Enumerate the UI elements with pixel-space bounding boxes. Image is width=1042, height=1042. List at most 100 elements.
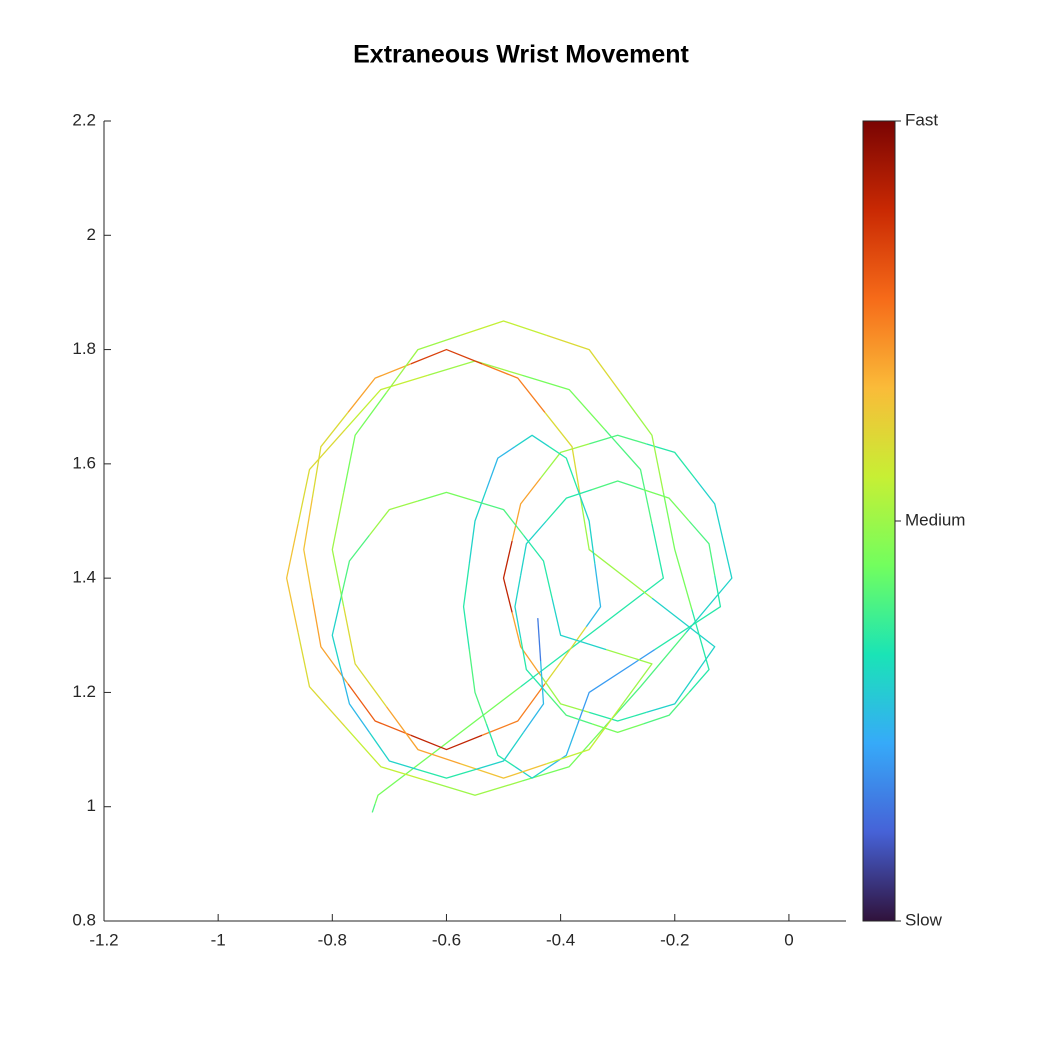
trajectory-segment (688, 609, 710, 693)
trajectory-segment (343, 392, 388, 493)
trajectory-segment (591, 723, 644, 734)
trajectory-segment (546, 334, 622, 393)
trajectory-segment (523, 534, 553, 599)
trajectory-segment (662, 492, 693, 610)
trajectory-segment (386, 334, 461, 393)
trajectory-segment (344, 374, 429, 431)
trajectory-segment (481, 363, 546, 413)
trajectory-segment (340, 669, 370, 733)
trajectory-segment (646, 443, 696, 479)
x-tick-label: -1.2 (89, 930, 118, 949)
trajectory-segment (417, 768, 476, 779)
trajectory-segment (514, 434, 550, 448)
trajectory-segment (545, 488, 593, 522)
trajectory-segment (344, 726, 429, 782)
y-tick-label: 1.2 (72, 682, 96, 701)
trajectory-segment (347, 363, 412, 413)
trajectory-segment (620, 392, 664, 493)
y-tick-label: 2 (87, 225, 96, 244)
trajectory-segment (410, 348, 483, 365)
trajectory-segment (654, 575, 722, 651)
trajectory-segment (688, 520, 716, 576)
trajectory-segment (579, 498, 653, 599)
trajectory-segment (577, 489, 596, 564)
trajectory-segment (588, 711, 647, 722)
y-tick-label: 2.2 (72, 110, 96, 129)
colorbar-label: Slow (905, 910, 943, 929)
trajectory-segment (514, 766, 550, 779)
trajectory-segment (340, 534, 370, 599)
trajectory-segment (502, 540, 513, 613)
trajectory-segment (511, 477, 542, 542)
trajectory-segment (540, 443, 590, 479)
trajectory-segment (485, 723, 516, 768)
trajectory-segment (374, 686, 522, 805)
x-tick-label: -0.8 (318, 930, 347, 949)
y-tick-label: 1 (87, 796, 96, 815)
trajectory-segment (577, 649, 656, 725)
trajectory-segment (347, 683, 412, 736)
trajectory-segment (427, 360, 523, 376)
trajectory-segment (368, 500, 419, 536)
y-tick-label: 1.4 (72, 568, 96, 587)
y-tick-label: 1.6 (72, 453, 96, 472)
colorbar-label: Medium (905, 510, 965, 529)
trajectory-segment (468, 489, 488, 564)
trajectory-segment (521, 374, 606, 431)
trajectory-segment (297, 632, 346, 728)
trajectory-segment (588, 434, 647, 445)
trajectory-segment (285, 523, 299, 633)
trajectory-segment (520, 520, 547, 576)
trajectory-segment (460, 320, 547, 336)
trajectory-segment (522, 660, 545, 733)
trajectory-segment (548, 723, 579, 768)
trajectory-segment (606, 648, 653, 708)
trajectory-segment (297, 429, 346, 524)
trajectory-segment (371, 803, 376, 813)
trajectory-segment (427, 780, 523, 796)
y-tick-label: 1.8 (72, 339, 96, 358)
trajectory-segment (481, 683, 546, 736)
trajectory-segment (521, 726, 606, 782)
trajectory-segment (343, 606, 388, 708)
trajectory-segment (544, 626, 587, 685)
trajectory-segment (548, 446, 579, 490)
colorbar-label: Fast (905, 110, 938, 129)
trajectory-segment (474, 732, 525, 771)
trajectory-segment (551, 597, 607, 651)
x-tick-label: -1 (211, 930, 226, 949)
trajectory-segment (585, 563, 602, 628)
x-tick-label: -0.2 (660, 930, 689, 949)
trajectory-segment (311, 598, 349, 685)
trajectory-segment (462, 563, 470, 650)
trajectory-segment (331, 597, 342, 670)
trajectory-segment (311, 412, 349, 499)
trajectory-segment (685, 540, 733, 633)
y-tick-label: 0.8 (72, 910, 96, 929)
trajectory-segment (468, 649, 488, 725)
trajectory-segment (643, 488, 690, 522)
trajectory-segment (331, 492, 345, 607)
chart-title: Extraneous Wrist Movement (353, 41, 689, 69)
trajectory-segment (368, 732, 419, 771)
trajectory-segment (386, 706, 461, 765)
trajectory-segment (604, 632, 687, 728)
trajectory-segment (485, 446, 516, 490)
trajectory-segment (520, 523, 665, 688)
trajectory-segment (511, 612, 542, 676)
trajectory-segment (520, 638, 547, 693)
colorbar (862, 120, 896, 922)
trajectory-segment (410, 734, 483, 751)
trajectory-segment (591, 480, 644, 491)
trajectory-segment (651, 597, 716, 676)
x-tick-label: -0.6 (432, 930, 461, 949)
trajectory-segment (546, 706, 622, 765)
trajectory-segment (694, 477, 724, 542)
trajectory-segment (417, 491, 476, 502)
trajectory-segment (460, 763, 547, 779)
trajectory-segment (646, 674, 696, 714)
trajectory-segment (604, 429, 653, 524)
trajectory-segment (545, 692, 593, 725)
trajectory-segment (537, 618, 542, 662)
